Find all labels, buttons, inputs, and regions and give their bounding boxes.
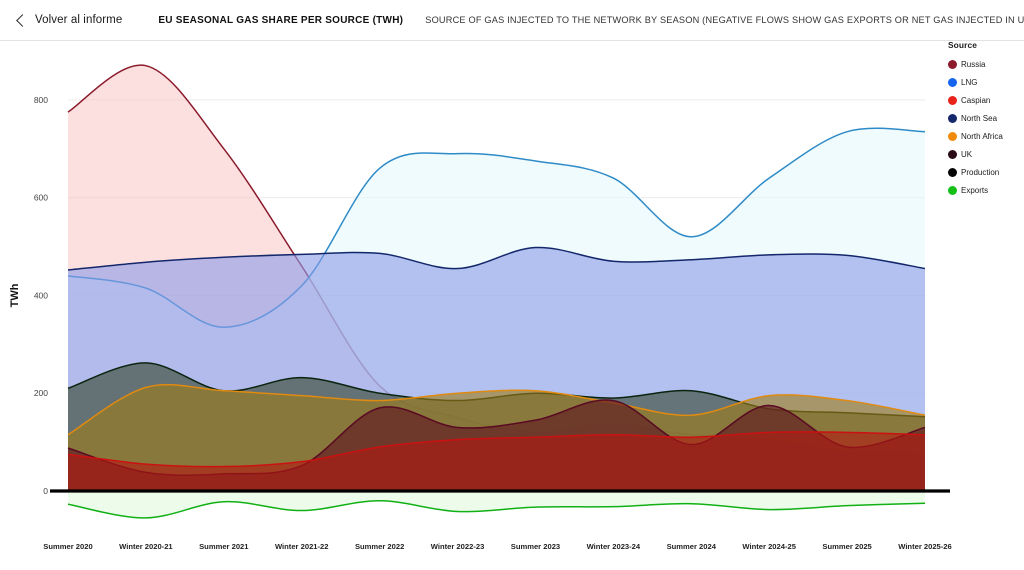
back-to-report-label: Volver al informe [35,14,123,26]
x-tick-label: Winter 2025-26 [898,542,952,551]
legend-item-label: Exports [961,185,989,195]
series-areas [67,64,926,519]
legend-swatch-icon [948,113,957,123]
chevron-left-icon [16,13,29,27]
y-axis-title: TWh [9,283,21,307]
legend-swatch-icon [948,95,957,105]
legend-item[interactable]: Russia [948,55,1024,73]
legend-swatch-icon [948,167,957,177]
legend-item-label: Russia [961,59,986,69]
series-line [67,500,926,519]
legend-item[interactable]: LNG [948,73,1024,91]
y-tick-label: 0 [43,486,48,496]
legend-item-label: North Africa [961,131,1003,141]
x-tick-label: Summer 2022 [355,542,404,551]
x-tick-label: Summer 2024 [667,542,717,551]
legend-item-label: North Sea [961,113,998,123]
legend-item-label: Caspian [961,95,991,105]
legend-swatch-icon [948,59,957,69]
legend-item-label: LNG [961,77,978,87]
x-tick-label: Winter 2020-21 [119,542,173,551]
y-tick-label: 600 [34,193,48,203]
y-tick-label: 800 [34,95,48,105]
series-caspian [67,431,926,491]
header-rule [0,40,1024,41]
page-subtitle: SOURCE OF GAS INJECTED TO THE NETWORK BY… [425,15,1024,25]
legend-swatch-icon [948,185,957,195]
page-title: EU SEASONAL GAS SHARE PER SOURCE (TWH) [158,14,404,26]
legend-item[interactable]: North Sea [948,109,1024,127]
series-area [68,431,925,491]
legend-item[interactable]: Caspian [948,91,1024,109]
y-tick-label: 400 [34,290,48,300]
series-line [67,383,926,436]
series-area [68,491,925,518]
chart-container: 0 200 400 600 800 Summer 2020 Winter 2020-21 S… [0,41,1024,570]
legend-item[interactable]: Exports [948,181,1024,199]
legend-swatch-icon [948,77,957,87]
legend-swatch-icon [948,131,957,141]
x-axis-ticks: Summer 2020 Winter 2020-21 Summer 2021 Wint… [43,542,951,551]
y-tick-label: 200 [34,388,48,398]
series-line [67,431,926,468]
x-tick-label: Summer 2023 [511,542,560,551]
legend-swatch-icon [948,149,957,159]
legend-item-label: UK [961,149,973,159]
x-tick-label: Summer 2025 [822,542,872,551]
chart-legend: Source Russia LNG Caspian North Sea North Af… [948,40,1024,199]
legend-item-list: Russia LNG Caspian North Sea North Africa UK P… [948,55,1024,199]
page-header: Volver al informe EU SEASONAL GAS SHARE … [0,0,1024,40]
series-line [67,246,926,271]
series-exports [67,491,926,519]
legend-item[interactable]: North Africa [948,127,1024,145]
legend-title: Source [948,40,977,50]
x-tick-label: Winter 2022-23 [431,542,485,551]
legend-item[interactable]: UK [948,145,1024,163]
back-to-report-button[interactable]: Volver al informe [0,0,136,40]
y-axis-ticks: 0 200 400 600 800 [34,95,48,496]
legend-item-label: Production [961,167,1000,177]
x-tick-label: Winter 2023-24 [587,542,641,551]
x-tick-label: Summer 2020 [43,542,92,551]
x-tick-label: Summer 2021 [199,542,249,551]
legend-item[interactable]: Production [948,163,1024,181]
x-tick-label: Winter 2021-22 [275,542,329,551]
x-tick-label: Winter 2024-25 [742,542,796,551]
